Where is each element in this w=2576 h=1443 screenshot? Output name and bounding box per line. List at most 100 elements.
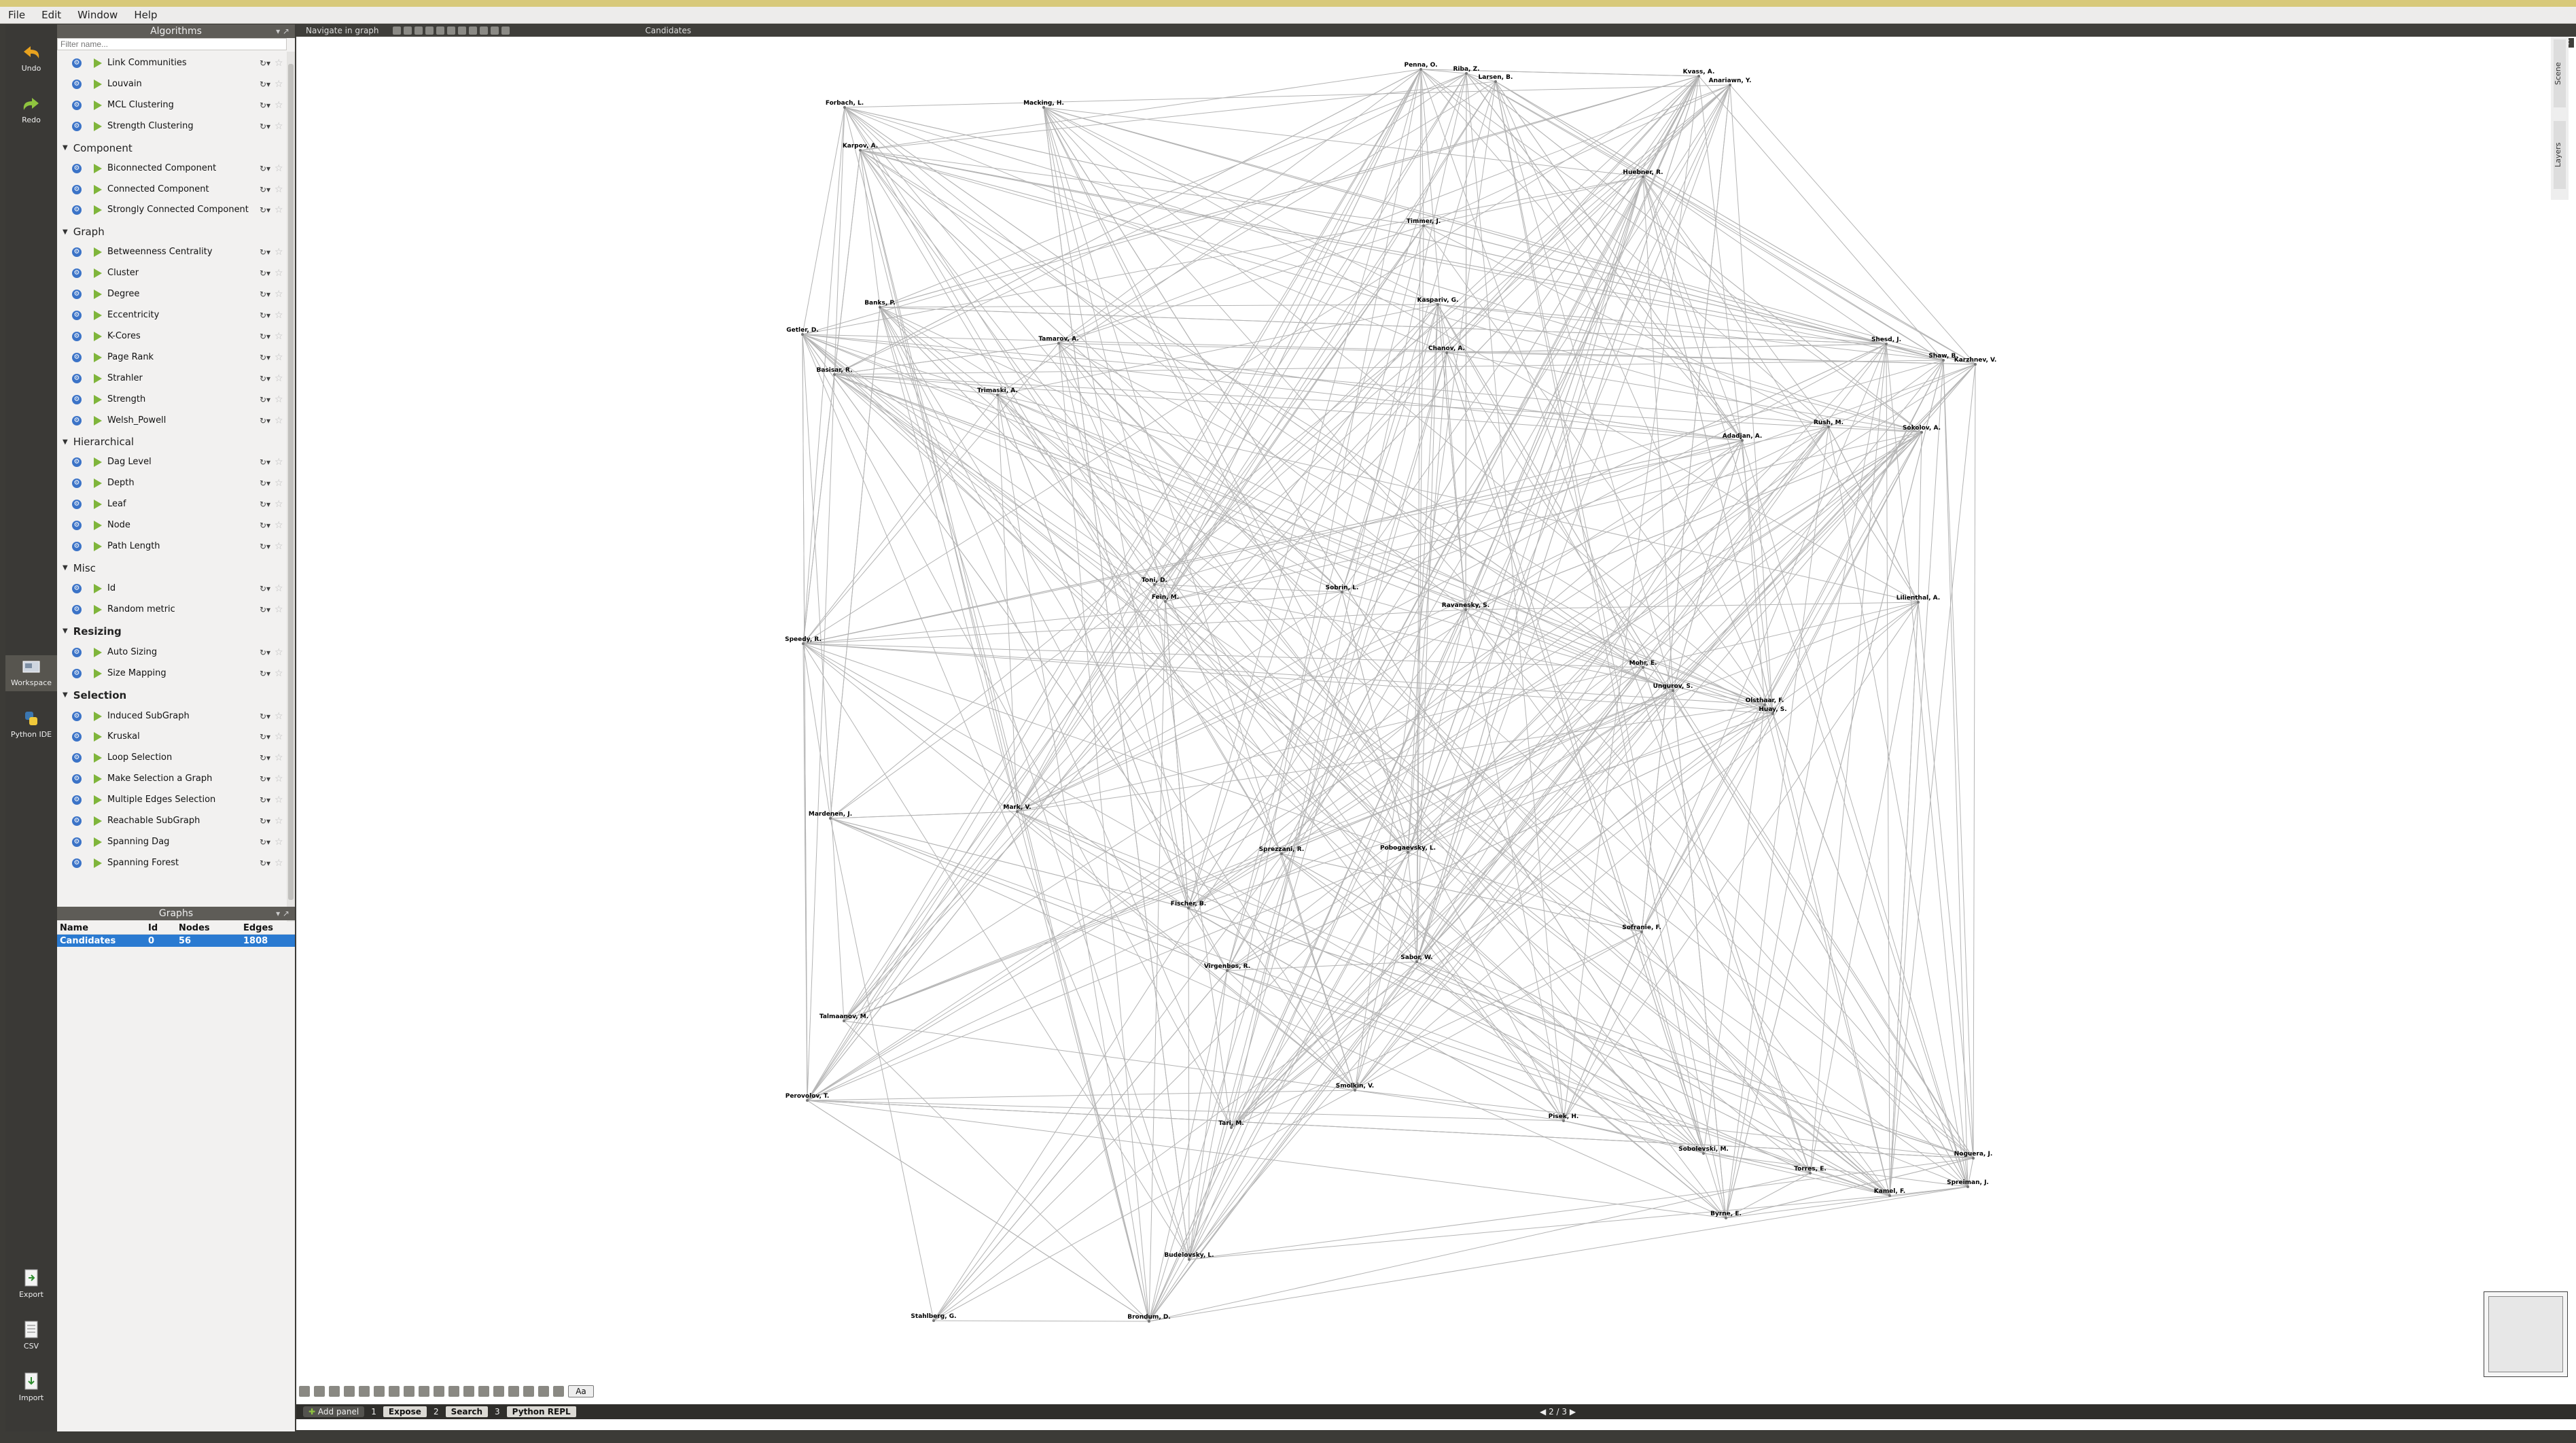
settings-icon[interactable]: ⚙ [72,732,82,742]
collapse-icon[interactable]: ▼ [63,691,68,699]
node-label[interactable]: Stahlberg, G. [911,1313,956,1320]
algorithm-item[interactable]: ⚙ Eccentricity ↻▾ ☆ [57,305,287,326]
graph-node[interactable] [843,106,846,109]
graph-node[interactable] [1917,601,1920,604]
tab-search[interactable]: Search [445,1406,489,1417]
graph-node[interactable] [879,306,881,309]
category-header[interactable]: ▼ Component [63,142,133,154]
add-panel-button[interactable]: ✚ Add panel [303,1406,365,1417]
node-label[interactable]: Sprezzani, R. [1259,846,1305,853]
favorite-star-icon[interactable]: ☆ [275,99,283,111]
graph-node[interactable] [1164,600,1167,603]
refresh-icon[interactable]: ↻▾ [260,415,271,425]
algorithm-item[interactable]: ⚙ Size Mapping ↻▾ ☆ [57,663,287,684]
graph-node[interactable] [1640,931,1643,933]
settings-icon[interactable]: ⚙ [72,583,82,593]
col-nodes[interactable]: Nodes [179,922,210,933]
node-label[interactable]: Speedy, R. [785,636,822,643]
node-label[interactable]: Fischer, B. [1171,901,1206,907]
graph-view[interactable]: Navigate in graph Candidates Penna, O. Ri… [296,24,2576,1430]
node-label[interactable]: Olsthaar, F. [1746,697,1784,704]
run-icon[interactable] [94,647,102,657]
node-label[interactable]: Sofranie, F. [1622,924,1661,931]
settings-icon[interactable]: ⚙ [72,542,82,551]
refresh-icon[interactable]: ↻▾ [260,247,271,258]
node-label[interactable]: Macking, H. [1023,100,1064,107]
favorite-star-icon[interactable]: ☆ [275,120,283,132]
graph-node[interactable] [1341,591,1343,593]
refresh-icon[interactable]: ↻▾ [260,774,271,784]
algorithm-item[interactable]: ⚙ Strahler ↻▾ ☆ [57,368,287,389]
minimap-viewport[interactable] [2488,1296,2563,1372]
settings-icon[interactable]: ⚙ [72,394,82,404]
node-label[interactable]: Ravanesky, S. [1442,602,1489,609]
favorite-star-icon[interactable]: ☆ [275,478,283,489]
run-icon[interactable] [94,373,102,383]
graph-node[interactable] [1972,1157,1975,1160]
favorite-star-icon[interactable]: ☆ [275,752,283,764]
run-icon[interactable] [94,858,102,868]
graph-node[interactable] [1942,359,1945,362]
graphs-options-icon[interactable]: ▾ ↗ [276,909,289,918]
settings-icon[interactable]: ⚙ [72,858,82,868]
graph-node[interactable] [1888,1194,1891,1197]
font-icon[interactable]: Aa [568,1385,594,1397]
refresh-icon[interactable]: ↻▾ [260,753,271,763]
tab-scene[interactable]: Scene [2554,39,2566,107]
graph-node[interactable] [1465,72,1468,75]
node-label[interactable]: Pisek, H. [1549,1113,1579,1120]
graph-node[interactable] [1226,969,1229,972]
tab-python-repl[interactable]: Python REPL [506,1406,576,1417]
run-icon[interactable] [94,415,102,425]
table-row[interactable]: Candidates 0 56 1808 [57,935,295,947]
refresh-icon[interactable]: ↻▾ [260,816,271,826]
node-label[interactable]: Getler, D. [786,327,819,334]
refresh-icon[interactable]: ↻▾ [260,331,271,341]
zoom-fit-icon[interactable] [501,27,510,35]
run-icon[interactable] [94,816,102,826]
favorite-star-icon[interactable]: ☆ [275,330,283,342]
node-label[interactable]: Timmer, J. [1407,218,1441,225]
settings-icon[interactable]: ⚙ [72,290,82,300]
run-icon[interactable] [94,394,102,404]
graph-node[interactable] [1729,84,1731,86]
import-button[interactable]: Import [5,1372,57,1402]
run-icon[interactable] [94,837,102,847]
refresh-icon[interactable]: ↻▾ [260,711,271,721]
node-label[interactable]: Anariawn, Y. [1709,77,1752,84]
graph-node[interactable] [1966,1185,1969,1188]
favorite-star-icon[interactable]: ☆ [275,310,283,321]
node-label[interactable]: Noguera, J. [1954,1151,1993,1158]
run-icon[interactable] [94,668,102,678]
graph-node[interactable] [843,1020,845,1022]
refresh-icon[interactable]: ↻▾ [260,583,271,593]
algorithm-item[interactable]: ⚙ Link Communities ↻▾ ☆ [57,53,287,73]
favorite-star-icon[interactable]: ☆ [275,247,283,258]
node-label[interactable]: Tari, M. [1218,1120,1244,1127]
settings-icon[interactable]: ⚙ [72,163,82,173]
graph-node[interactable] [1725,1217,1727,1219]
algorithm-scrollbar[interactable] [287,52,295,924]
run-icon[interactable] [94,121,102,131]
run-icon[interactable] [94,311,102,320]
favorite-star-icon[interactable]: ☆ [275,520,283,532]
run-icon[interactable] [94,268,102,279]
favorite-star-icon[interactable]: ☆ [275,372,283,384]
algorithm-item[interactable]: ⚙ Spanning Dag ↻▾ ☆ [57,832,287,852]
favorite-star-icon[interactable]: ☆ [275,457,283,468]
settings-icon[interactable]: ⚙ [72,184,82,194]
settings-icon[interactable]: ⚙ [72,121,82,131]
col-name[interactable]: Name [60,922,89,933]
edge-bundle-icon[interactable] [523,1386,534,1397]
settings-icon[interactable]: ⚙ [72,647,82,657]
algorithm-item[interactable]: ⚙ Kruskal ↻▾ ☆ [57,727,287,747]
settings-icon[interactable]: ⚙ [72,100,82,110]
node-label[interactable]: Sobrin, L. [1326,585,1359,591]
category-header[interactable]: ▼ Graph [63,226,105,238]
graph-node[interactable] [1809,1172,1812,1175]
favorite-star-icon[interactable]: ☆ [275,816,283,827]
node-label[interactable]: Adadjan, A. [1723,433,1763,440]
neighborhood-tool-icon[interactable] [468,27,477,35]
refresh-icon[interactable]: ↻▾ [260,352,271,362]
node-label[interactable]: Brondum, D. [1127,1314,1171,1321]
